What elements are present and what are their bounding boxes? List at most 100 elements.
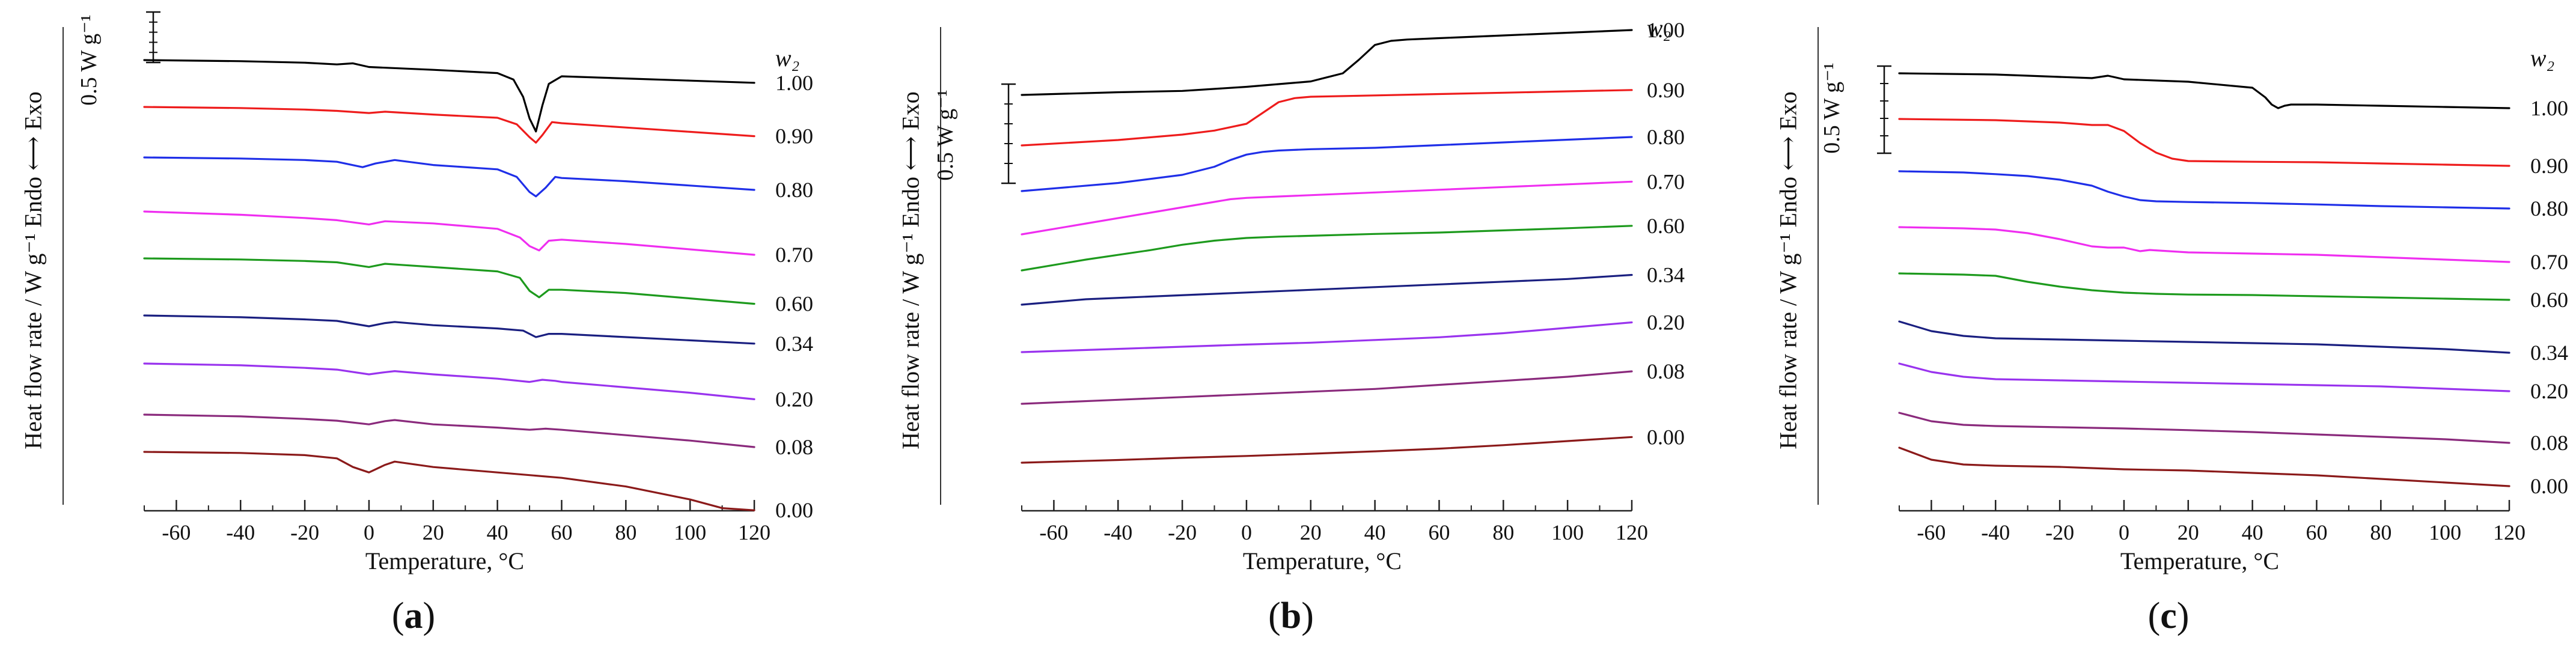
series-curve-0.90 [143,106,755,144]
x-axis-label-a: Temperature, °C [365,547,525,574]
x-tick-label: 20 [423,520,444,544]
series-label: 0.20 [2530,379,2568,403]
series-curve-0.20 [1898,362,2510,392]
x-tick-label: 120 [2493,520,2526,544]
series-label: 0.70 [775,243,813,267]
panel-b: -60 -40 -20 0 20 40 60 80 100 120 0.5 W g⁻¹ w₂ 1.00 0… [877,0,1743,664]
series-curve-0.08 [1898,412,2510,444]
x-tick-label: -20 [1168,520,1197,544]
series-curve-0.80 [143,156,755,198]
x-tick-label: -60 [162,520,191,544]
scale-bar: 0.5 W g⁻¹ [1819,62,1891,154]
y-axis-label-b: Heat flow rate / W g⁻¹ Endo ⟷ Exo [884,24,938,517]
panel-label-a: (a) [391,595,436,636]
x-axis-label-b: Temperature, °C [1242,547,1402,574]
y-axis-title: Heat flow rate / W g⁻¹ Endo ⟷ Exo [897,91,924,449]
series-curve-1.00 [1898,72,2510,109]
scale-bar: 0.5 W g⁻¹ [933,83,1016,184]
x-tick-label: 0 [1241,520,1252,544]
series-curve-0.34 [1021,273,1633,306]
x-tick-label: 120 [1616,520,1648,544]
x-tick-label: 60 [551,520,572,544]
series-label: 0.34 [2530,341,2568,365]
series-curve-0.80 [1021,136,1633,192]
panel-label-c: (c) [2147,595,2190,636]
x-tick-label: 80 [1492,520,1514,544]
series-label: 0.08 [775,435,813,459]
panel-c: -60 -40 -20 0 20 40 60 80 100 120 0.5 W g⁻¹ w₂ 1.00 0… [1755,0,2576,664]
series-curve-0.08 [1021,370,1633,405]
scale-bar-label: 0.5 W g⁻¹ [1819,62,1845,153]
series-curve-0.70 [143,210,755,256]
panel-label-b: (b) [1268,595,1314,636]
x-tick-label: -40 [226,520,255,544]
series-label: 0.80 [775,178,813,202]
x-tick-label: 100 [674,520,706,544]
legend-title: w₂ [775,44,800,72]
series-curve-0.60 [1898,272,2510,301]
series-curve-0.60 [1021,225,1633,272]
chart-c: -60 -40 -20 0 20 40 60 80 100 120 0.5 W g⁻¹ w₂ 1.00 0… [1818,27,2568,544]
series-label: 0.90 [1647,78,1685,102]
series-label: 0.34 [1647,263,1685,287]
series-curve-0.20 [143,362,755,400]
series-label: 0.70 [1647,169,1685,193]
x-axis: -60 -40 -20 0 20 40 60 80 100 120 [1899,500,2526,544]
x-tick-label: 40 [2242,520,2263,544]
series-label: 0.80 [1647,125,1685,149]
x-tick-label: 60 [1428,520,1450,544]
panel-a: -60 -40 -20 0 20 40 60 80 100 120 0.5 W g⁻¹ w₂ 1.00 0… [0,0,865,664]
series-curve-0.90 [1898,118,2510,167]
series-curve-0.00 [1021,436,1633,464]
series-label: 1.00 [775,71,813,95]
series-curve-0.90 [1021,89,1633,147]
legend-title: w₂ [1647,14,1671,41]
chart-a: -60 -40 -20 0 20 40 60 80 100 120 0.5 W g⁻¹ w₂1.00 0… [63,11,813,544]
series-label: 1.00 [2530,96,2568,120]
series-label: 0.80 [2530,196,2568,221]
series-curve-0.70 [1898,226,2510,263]
series-curve-0.00 [1898,446,2510,487]
series-label: 0.00 [1647,425,1685,449]
series-curve-0.34 [143,314,755,345]
x-tick-label: -40 [1981,520,2010,544]
series-label: 0.60 [1647,214,1685,238]
y-axis-title: Heat flow rate / W g⁻¹ Endo ⟷ Exo [1774,91,1802,449]
series-label: 0.90 [775,124,813,148]
y-axis-label-c: Heat flow rate / W g⁻¹ Endo ⟷ Exo [1761,24,1815,517]
series-curve-0.60 [143,257,755,305]
scale-bar: 0.5 W g⁻¹ [76,11,160,106]
x-tick-label: 20 [1300,520,1322,544]
x-tick-label: 80 [2370,520,2391,544]
series-label: 1.00 [1647,18,1685,42]
y-axis-label-a: Heat flow rate / W g⁻¹ Endo ⟷ Exo [6,24,60,517]
series-curve-1.00 [1021,29,1633,96]
x-axis: -60 -40 -20 0 20 40 60 80 100 120 [144,500,771,544]
series-curve-0.08 [143,413,755,448]
series-label: 0.70 [2530,250,2568,274]
series-curve-0.00 [143,451,755,511]
series-label: 0.60 [775,292,813,316]
x-tick-label: 0 [364,520,374,544]
series-curve-0.80 [1898,170,2510,210]
legend-title: w₂ [2530,44,2555,72]
x-tick-label: 100 [1551,520,1584,544]
series-curve-0.34 [1898,320,2510,354]
series-label: 0.20 [775,387,813,411]
scale-bar-label: 0.5 W g⁻¹ [76,14,102,105]
x-tick-label: 40 [1364,520,1386,544]
series-label: 0.08 [1647,359,1685,383]
series-label: 0.34 [775,332,813,356]
y-axis-title: Heat flow rate / W g⁻¹ Endo ⟷ Exo [19,91,47,449]
x-axis-label-c: Temperature, °C [2120,547,2280,574]
x-tick-label: -20 [2045,520,2074,544]
series-label: 0.20 [1647,311,1685,335]
x-tick-label: 40 [487,520,508,544]
scale-bar-label: 0.5 W g⁻¹ [933,90,958,180]
series-curve-0.20 [1021,321,1633,353]
x-tick-label: 0 [2119,520,2129,544]
x-tick-label: 100 [2429,520,2461,544]
x-tick-label: -20 [290,520,319,544]
series-label: 0.60 [2530,288,2568,312]
